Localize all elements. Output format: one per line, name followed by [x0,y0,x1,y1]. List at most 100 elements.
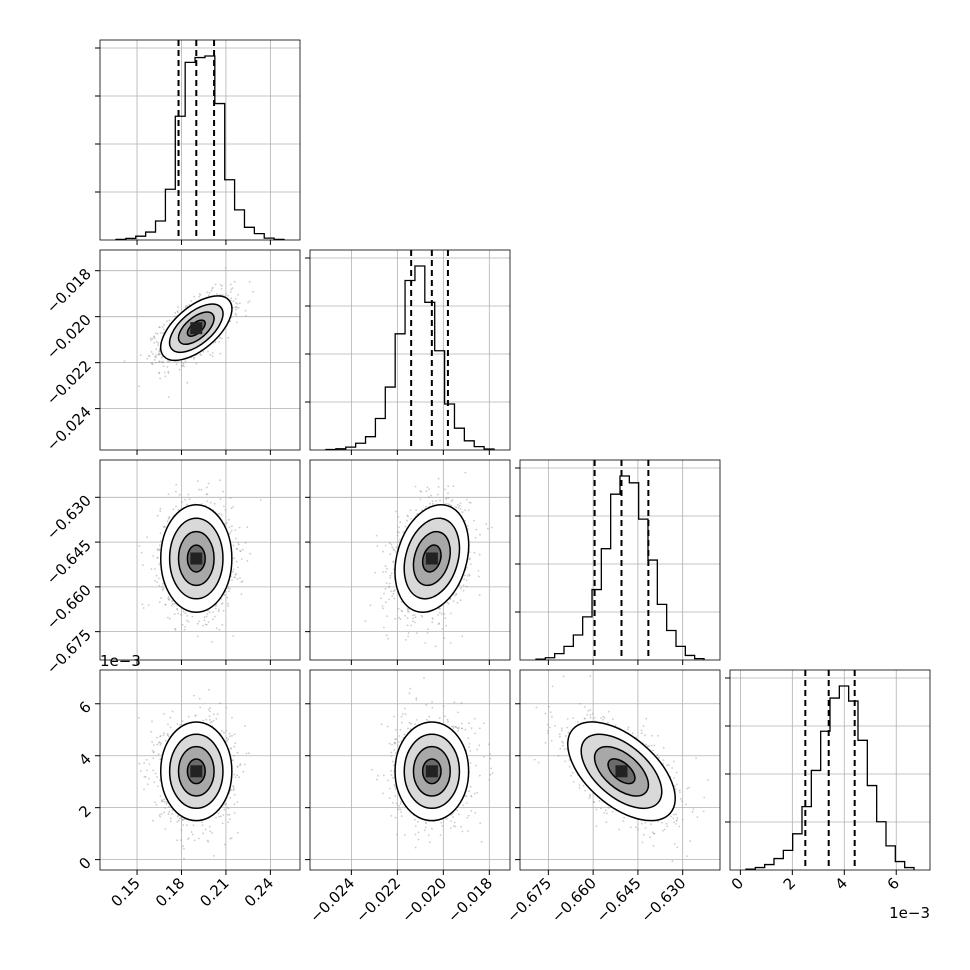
scatter-point [399,538,401,541]
scatter-point [229,587,231,590]
scatter-point [241,580,244,583]
scatter-point [227,604,230,607]
scatter-point [424,642,427,644]
scatter-point [158,563,161,566]
scatter-point [230,297,233,300]
scatter-point [232,568,235,571]
scatter-point [179,613,182,616]
scatter-point [158,814,161,816]
scatter-point [397,607,400,610]
scatter-point [176,310,179,312]
scatter-point [452,485,455,487]
scatter-point [159,326,161,329]
scatter-point [410,624,412,627]
scatter-point [259,499,262,501]
scatter-point [197,480,199,483]
scatter-point [232,505,235,508]
scatter-point [445,502,448,505]
scatter-point [236,831,239,834]
scatter-point [466,525,469,527]
scatter-point [487,527,489,530]
scatter-point [221,623,224,626]
scatter-point [207,708,210,711]
scatter-point [168,810,171,813]
scatter-point [224,267,227,269]
scatter-point [166,366,169,368]
scatter-point [139,770,142,772]
scatter-point [394,551,397,553]
scatter-point [376,545,379,547]
scatter-point [158,350,161,353]
scatter-point [231,734,233,737]
scatter-point [226,596,229,599]
scatter-point [421,616,424,618]
scatter-point [205,615,208,618]
scatter-point [415,509,417,512]
scatter-point [171,809,174,811]
scatter-point [192,824,195,827]
scatter-point [232,306,235,309]
scatter-point [395,510,397,513]
scatter-point [148,763,151,765]
scatter-point [166,360,169,363]
scatter-point [218,815,221,818]
scatter-point [196,635,199,638]
scatter-point [469,557,471,560]
scatter-point [160,356,163,359]
scatter-point [235,560,238,563]
scatter-point [183,628,186,631]
scatter-point [195,362,198,365]
scatter-point [440,612,443,615]
scatter-point [388,598,391,601]
scatter-point [198,620,200,623]
scatter-point [157,353,160,356]
scatter-point [142,607,145,609]
scatter-point [203,619,206,622]
scatter-point [231,570,234,573]
scatter-point [457,503,459,506]
scatter-point [214,615,216,618]
scatter-point [225,522,228,524]
scatter-point [382,571,384,573]
scatter-point [156,581,158,583]
scatter-point [184,306,187,309]
scatter-point [252,290,255,293]
scatter-point [227,336,230,339]
scatter-point [216,293,218,295]
scatter-point [181,623,184,626]
scatter-point [435,499,438,502]
scatter-panel [99,459,301,661]
scatter-point [148,777,150,780]
scatter-point [468,501,471,504]
scatter-point [188,303,191,306]
scatter-point [171,602,174,605]
scatter-point [444,617,447,620]
scatter-point [164,603,167,606]
scatter-point [168,516,171,519]
scatter-point [167,596,170,598]
scatter-point [437,493,439,496]
scatter-point [246,526,249,529]
scatter-point [447,602,450,605]
scatter-point [173,613,176,615]
scatter-point [437,614,439,616]
scatter-point [396,534,399,537]
panel-frame [519,459,721,661]
scatter-point [443,613,446,615]
scatter-point [175,490,177,493]
scatter-point [431,500,434,503]
scatter-point [428,488,430,491]
panel-frame [99,459,301,661]
scatter-point [227,518,230,521]
scatter-point [248,300,251,302]
scatter-point [463,574,466,577]
scatter-point [389,576,391,579]
scatter-point [147,354,150,357]
scatter-point [229,283,232,286]
scatter-point [231,716,233,719]
scatter-point [193,295,196,298]
scatter-point [211,355,214,358]
scatter-point [153,342,156,344]
scatter-point [160,597,162,599]
scatter-point [407,632,410,634]
